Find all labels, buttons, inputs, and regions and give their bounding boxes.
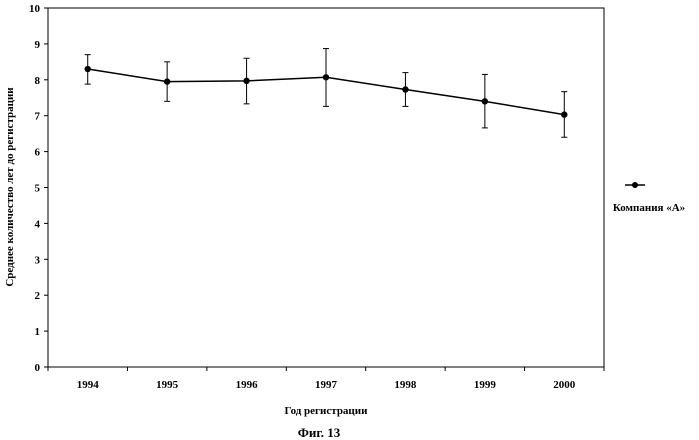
x-tick-label: 1994 bbox=[77, 379, 100, 391]
error-bars bbox=[85, 49, 568, 138]
data-point bbox=[402, 86, 408, 92]
data-point bbox=[243, 78, 249, 84]
x-tick-label: 2000 bbox=[553, 379, 576, 391]
y-tick-label: 9 bbox=[35, 39, 41, 51]
y-tick-label: 3 bbox=[35, 254, 41, 266]
x-tick-label: 1999 bbox=[474, 379, 497, 391]
legend: Компания «А» bbox=[613, 182, 685, 214]
x-tick-label: 1998 bbox=[394, 379, 417, 391]
figure-caption: Фиг. 13 bbox=[298, 425, 341, 440]
legend-marker bbox=[632, 182, 638, 188]
x-axis-label: Год регистрации bbox=[285, 405, 369, 417]
y-tick-label: 8 bbox=[35, 75, 41, 87]
y-tick-label: 0 bbox=[35, 362, 41, 374]
data-point bbox=[85, 66, 91, 72]
data-point bbox=[164, 78, 170, 84]
y-tick-label: 1 bbox=[35, 326, 41, 338]
y-tick-label: 4 bbox=[35, 218, 41, 230]
x-tick-label: 1995 bbox=[156, 379, 179, 391]
x-tick-label: 1996 bbox=[236, 379, 259, 391]
y-tick-label: 6 bbox=[35, 147, 41, 159]
x-tick-label: 1997 bbox=[315, 379, 338, 391]
y-tick-label: 2 bbox=[35, 290, 41, 302]
data-point bbox=[561, 111, 567, 117]
data-point bbox=[323, 74, 329, 80]
legend-label: Компания «А» bbox=[613, 202, 685, 214]
data-point bbox=[482, 98, 488, 104]
y-tick-label: 5 bbox=[35, 183, 41, 195]
y-tick-label: 7 bbox=[35, 111, 41, 123]
y-axis-label: Среднее количество лет до регистрации bbox=[4, 87, 16, 287]
x-axis-ticks: 1994 1995 1996 1997 1998 1999 2000 bbox=[48, 367, 604, 391]
y-axis-ticks: 0 1 2 3 4 5 6 7 8 9 10 bbox=[29, 3, 48, 374]
y-tick-label: 10 bbox=[29, 3, 41, 15]
